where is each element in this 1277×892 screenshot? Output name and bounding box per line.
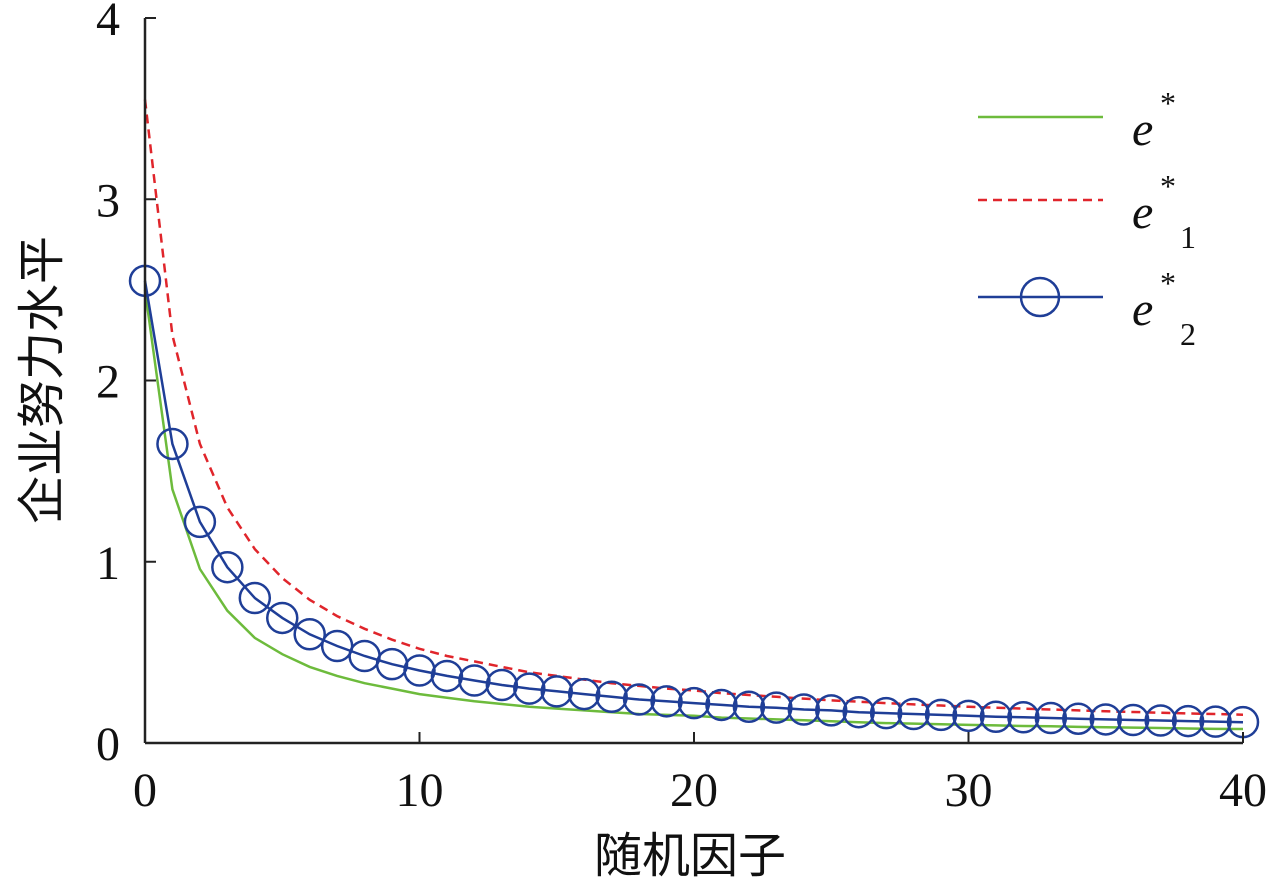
data-point — [156, 427, 189, 461]
data-point — [622, 683, 656, 716]
data-point — [732, 690, 766, 723]
data-point — [952, 699, 985, 733]
data-point — [567, 677, 601, 711]
y-tick-label: 2 — [96, 356, 120, 409]
x-tick-label: 0 — [133, 764, 157, 817]
x-tick-label: 10 — [396, 764, 444, 817]
legend-item: e *2 — [978, 265, 1196, 352]
data-point — [1034, 701, 1068, 735]
plot-area — [128, 99, 1260, 739]
legend-item: e * — [978, 85, 1176, 156]
data-point — [1199, 705, 1232, 738]
data-point — [869, 696, 903, 730]
series-1 — [143, 289, 1244, 731]
data-point — [485, 668, 519, 702]
data-point — [924, 698, 958, 732]
data-point — [595, 680, 628, 714]
data-point — [513, 672, 546, 705]
series-line — [143, 99, 1244, 716]
x-tick-label: 30 — [945, 764, 993, 817]
data-point — [650, 685, 683, 718]
data-point — [403, 654, 436, 687]
legend-label: e — [1132, 103, 1153, 156]
series-line — [143, 289, 1244, 731]
data-point — [540, 675, 573, 708]
data-point — [183, 505, 217, 539]
y-tick-label: 1 — [96, 537, 120, 590]
data-point — [1144, 704, 1177, 737]
y-tick-label: 0 — [96, 718, 120, 771]
y-ticks: 0 1 2 3 4 — [96, 0, 156, 771]
x-tick-label: 40 — [1219, 764, 1267, 817]
data-point — [1171, 704, 1205, 738]
data-point — [211, 550, 244, 584]
legend-marker — [1019, 276, 1061, 318]
data-point — [458, 664, 491, 697]
series-2 — [143, 99, 1244, 716]
data-point — [1007, 701, 1040, 734]
legend-label: e — [1132, 283, 1153, 336]
data-point — [815, 694, 848, 727]
x-tick-label: 20 — [670, 764, 718, 817]
y-tick-label: 3 — [96, 174, 120, 227]
data-point — [1116, 703, 1150, 737]
data-point — [1062, 702, 1095, 735]
legend-label-sup: * — [1160, 265, 1176, 301]
data-point — [430, 659, 464, 693]
series-3 — [128, 264, 1260, 739]
legend-label: e — [1132, 186, 1153, 239]
legend-item: e *1 — [978, 168, 1196, 255]
legend-label-sup: * — [1160, 168, 1176, 204]
data-point — [293, 618, 326, 651]
data-point — [842, 695, 875, 729]
legend-label-sup: * — [1160, 85, 1176, 121]
data-point — [266, 601, 299, 635]
y-tick-label: 4 — [96, 0, 120, 46]
legend-label-sub: 1 — [1180, 219, 1196, 255]
x-axis-title: 随机因子 — [594, 828, 786, 884]
legend-label-sub: 2 — [1180, 316, 1196, 352]
data-point — [760, 691, 793, 724]
legend: e *e *1e *2 — [978, 85, 1196, 352]
data-point — [238, 581, 272, 615]
x-ticks: 0 10 20 30 40 — [133, 732, 1267, 817]
data-point — [979, 700, 1013, 733]
data-point — [1089, 703, 1122, 736]
data-point — [677, 686, 711, 720]
data-point — [787, 693, 821, 726]
data-point — [705, 688, 738, 722]
series-line — [143, 280, 1244, 724]
data-point — [897, 697, 930, 731]
y-axis-title: 企业努力水平 — [14, 236, 70, 524]
